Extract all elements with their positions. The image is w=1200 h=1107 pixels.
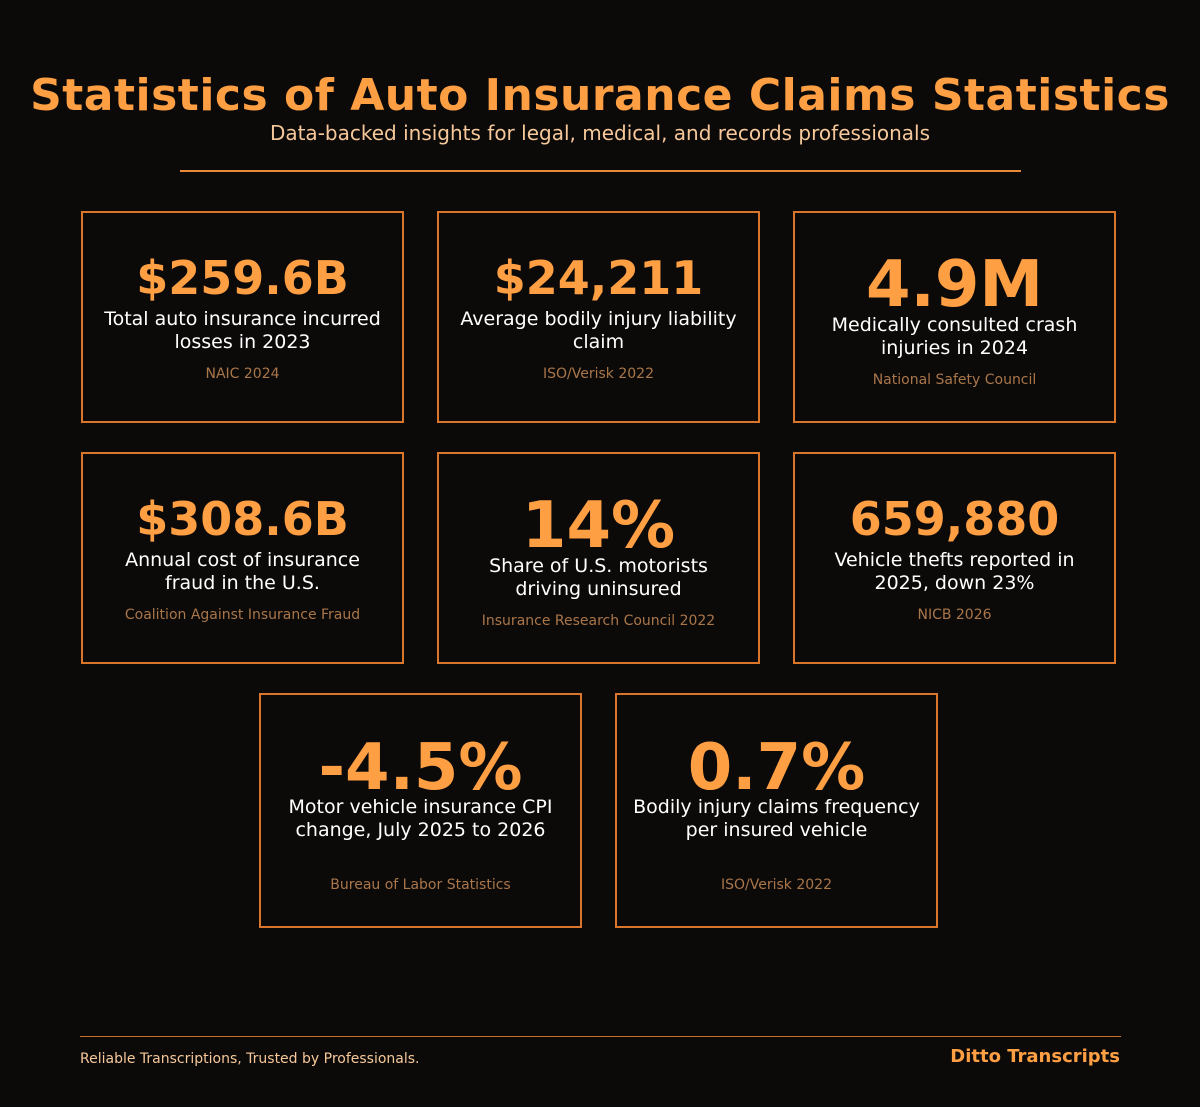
stat-value: $308.6B bbox=[83, 492, 402, 546]
stat-source: Insurance Research Council 2022 bbox=[443, 612, 754, 630]
stat-value: $259.6B bbox=[83, 251, 402, 305]
stat-card-bodily-injury-claim: $24,211 Average bodily injury liability … bbox=[437, 211, 760, 423]
stat-value: 0.7% bbox=[617, 733, 936, 803]
footer-divider bbox=[80, 1036, 1121, 1037]
stat-source: ISO/Verisk 2022 bbox=[621, 876, 932, 894]
stat-label: Share of U.S. motorists driving uninsure… bbox=[455, 555, 742, 601]
stat-card-claims-frequency: 0.7% Bodily injury claims frequency per … bbox=[615, 693, 938, 928]
stat-card-vehicle-thefts: 659,880 Vehicle thefts reported in 2025,… bbox=[793, 452, 1116, 664]
stat-label: Bodily injury claims frequency per insur… bbox=[633, 796, 920, 842]
page-title: Statistics of Auto Insurance Claims Stat… bbox=[0, 70, 1200, 122]
stat-card-uninsured-motorists: 14% Share of U.S. motorists driving unin… bbox=[437, 452, 760, 664]
stat-card-insurance-fraud: $308.6B Annual cost of insurance fraud i… bbox=[81, 452, 404, 664]
stat-source: National Safety Council bbox=[799, 371, 1110, 389]
page-subtitle: Data-backed insights for legal, medical,… bbox=[0, 120, 1200, 146]
brand-name: Ditto Transcripts bbox=[950, 1046, 1120, 1068]
stat-value: $24,211 bbox=[439, 251, 758, 305]
stat-source: NAIC 2024 bbox=[87, 365, 398, 383]
stat-value: 14% bbox=[439, 491, 758, 561]
stat-source: ISO/Verisk 2022 bbox=[443, 365, 754, 383]
stat-label: Vehicle thefts reported in 2025, down 23… bbox=[811, 549, 1098, 595]
stat-source: Bureau of Labor Statistics bbox=[265, 876, 576, 894]
stat-source: Coalition Against Insurance Fraud bbox=[87, 606, 398, 624]
stat-card-incurred-losses: $259.6B Total auto insurance incurred lo… bbox=[81, 211, 404, 423]
stat-source: NICB 2026 bbox=[799, 606, 1110, 624]
stat-label: Annual cost of insurance fraud in the U.… bbox=[99, 549, 386, 595]
stat-label: Average bodily injury liability claim bbox=[455, 308, 742, 354]
stat-value: -4.5% bbox=[261, 733, 580, 803]
stat-value: 4.9M bbox=[795, 250, 1114, 320]
footer-tagline: Reliable Transcriptions, Trusted by Prof… bbox=[80, 1050, 420, 1068]
stat-label: Motor vehicle insurance CPI change, July… bbox=[277, 796, 564, 842]
stat-label: Total auto insurance incurred losses in … bbox=[99, 308, 386, 354]
title-divider bbox=[180, 170, 1021, 172]
stat-label: Medically consulted crash injuries in 20… bbox=[811, 314, 1098, 360]
stat-card-insurance-cpi: -4.5% Motor vehicle insurance CPI change… bbox=[259, 693, 582, 928]
stat-card-crash-injuries: 4.9M Medically consulted crash injuries … bbox=[793, 211, 1116, 423]
stat-value: 659,880 bbox=[795, 492, 1114, 546]
